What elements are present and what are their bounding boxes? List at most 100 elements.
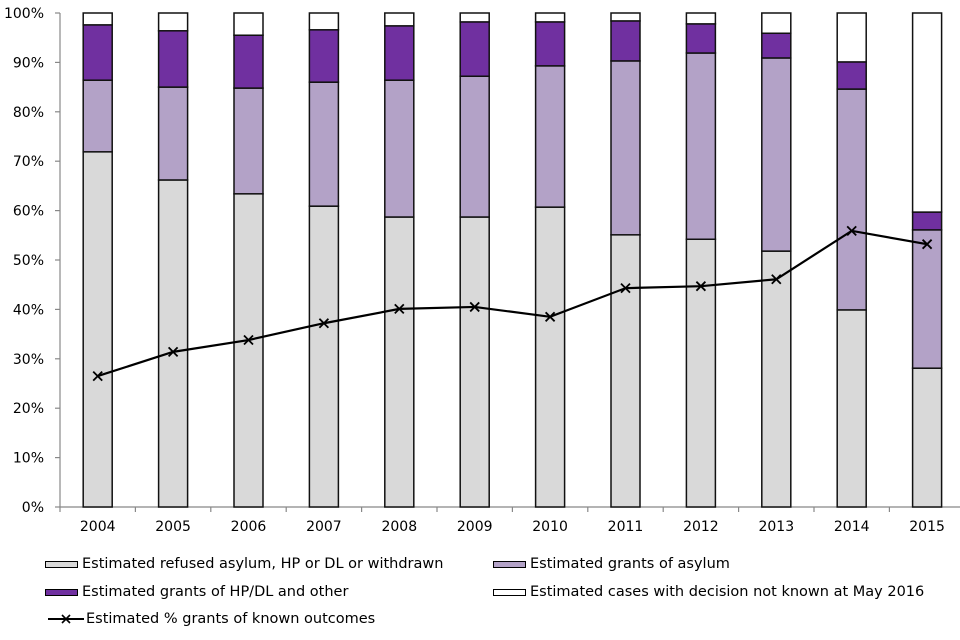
bar-segment-not-known xyxy=(157,12,189,32)
grant-rate-point xyxy=(771,274,782,285)
x-tick-label: 2004 xyxy=(80,519,116,535)
bar-segment-not-known xyxy=(459,12,490,23)
bar-segment-hp-dl-grants xyxy=(761,32,792,59)
y-tick-label: 70% xyxy=(13,154,44,170)
legend-item-refused: Estimated refused asylum, HP or DL or wi… xyxy=(45,556,443,572)
grant-rate-point xyxy=(92,370,103,382)
bar-segment-refused xyxy=(761,250,792,508)
grant-rate-point xyxy=(318,318,330,329)
y-tick-label: 100% xyxy=(4,6,44,22)
x-tick-label: 2012 xyxy=(683,519,719,535)
y-tick-label: 30% xyxy=(13,352,44,368)
legend-swatch-refused xyxy=(45,560,78,568)
bar-segment-asylum-grants xyxy=(761,57,792,252)
bar-segment-asylum-grants xyxy=(157,86,189,181)
bar-segment-hp-dl-grants xyxy=(911,211,943,231)
y-tick-label: 60% xyxy=(13,204,44,220)
y-tick-label: 20% xyxy=(13,401,44,417)
y-tick-label: 50% xyxy=(13,253,44,269)
bar-segment-refused xyxy=(459,216,490,508)
legend-swatch-asylum-grants xyxy=(493,560,526,568)
legend-label-not-known: Estimated cases with decision not known … xyxy=(530,584,925,600)
x-tick-label: 2009 xyxy=(457,519,493,535)
grant-rate-point xyxy=(544,311,556,322)
bar-segment-hp-dl-grants xyxy=(459,21,490,77)
bar-segment-asylum-grants xyxy=(610,60,641,236)
bar-segment-hp-dl-grants xyxy=(384,25,415,81)
bar-segment-not-known xyxy=(308,12,340,31)
bar-segment-not-known xyxy=(685,12,717,25)
legend-item-not-known: Estimated cases with decision not known … xyxy=(493,584,924,600)
bar-segment-refused xyxy=(911,367,943,508)
x-tick-label: 2008 xyxy=(381,519,417,535)
grant-rate-point xyxy=(846,225,857,236)
legend-swatch-hp-dl-grants xyxy=(45,588,78,596)
bar-segment-not-known xyxy=(610,12,641,22)
bar-segment-asylum-grants xyxy=(384,79,415,218)
bar-segment-not-known xyxy=(82,12,113,26)
y-tick-label: 90% xyxy=(13,55,44,71)
x-tick-label: 2014 xyxy=(834,519,870,535)
bar-segment-not-known xyxy=(534,12,566,23)
legend-label-asylum-grants: Estimated grants of asylum xyxy=(530,556,730,572)
bar-segment-hp-dl-grants xyxy=(685,23,717,54)
bar-segment-asylum-grants xyxy=(233,87,264,195)
bar-segment-refused xyxy=(610,234,641,508)
bar-segment-hp-dl-grants xyxy=(157,30,189,88)
x-tick-label: 2011 xyxy=(608,519,644,535)
x-tick-label: 2015 xyxy=(909,519,945,535)
x-tick-label: 2007 xyxy=(306,519,342,535)
legend-swatch-not-known xyxy=(493,588,526,596)
x-tick-label: 2005 xyxy=(155,519,191,535)
x-tick-label: 2010 xyxy=(532,519,568,535)
bar-segment-hp-dl-grants xyxy=(233,34,264,89)
y-tick-label: 0% xyxy=(22,500,44,516)
bar-segment-asylum-grants xyxy=(911,229,943,369)
bar-segment-asylum-grants xyxy=(836,88,867,311)
grant-rate-point xyxy=(620,283,631,294)
bar-segment-not-known xyxy=(761,12,792,35)
bar-segment-not-known xyxy=(384,12,415,27)
grant-rate-point xyxy=(167,346,179,358)
legend-line-marker-icon xyxy=(48,614,84,624)
grant-rate-point xyxy=(243,334,254,346)
bar-segment-hp-dl-grants xyxy=(610,20,641,62)
grant-rate-line xyxy=(97,229,928,378)
grant-rate-point xyxy=(695,281,707,292)
bar-segment-hp-dl-grants xyxy=(308,29,340,83)
y-tick-label: 10% xyxy=(13,451,44,467)
bar-segment-not-known xyxy=(233,12,264,36)
legend-item-hp-dl-grants: Estimated grants of HP/DL and other xyxy=(45,584,348,600)
bar-segment-hp-dl-grants xyxy=(82,24,113,81)
bar-segment-asylum-grants xyxy=(685,52,717,241)
bar-segment-refused xyxy=(157,179,189,508)
legend-item-asylum-grants: Estimated grants of asylum xyxy=(493,556,730,572)
legend-label-grant-rate-line: Estimated % grants of known outcomes xyxy=(86,611,376,627)
y-tick-label: 40% xyxy=(13,302,44,318)
bar-segment-refused xyxy=(836,309,867,508)
bar-segment-asylum-grants xyxy=(459,75,490,218)
y-tick-label: 80% xyxy=(13,105,44,121)
bar-segment-asylum-grants xyxy=(308,81,340,207)
legend-label-refused: Estimated refused asylum, HP or DL or wi… xyxy=(82,556,444,572)
x-tick-label: 2006 xyxy=(231,519,267,535)
legend-item-grant-rate-line: Estimated % grants of known outcomes xyxy=(48,611,375,627)
bar-segment-hp-dl-grants xyxy=(836,61,867,90)
grant-rate-point xyxy=(469,301,480,313)
bar-segment-not-known xyxy=(836,12,867,63)
bar-segment-refused xyxy=(685,238,717,508)
bar-segment-refused xyxy=(534,206,566,508)
grant-rate-point xyxy=(394,303,405,315)
bar-segment-hp-dl-grants xyxy=(534,21,566,67)
stacked-bar-chart: 0% 10% 20% 30% 40% 50% 60% 70% 80% 90% 100% 2004 200… xyxy=(4,6,960,535)
bar-segment-asylum-grants xyxy=(534,65,566,208)
bar-segment-not-known xyxy=(911,12,943,213)
x-tick-label: 2013 xyxy=(758,519,794,535)
bar-segment-refused xyxy=(233,193,264,508)
bar-segment-refused xyxy=(308,205,340,508)
legend-label-hp-dl-grants: Estimated grants of HP/DL and other xyxy=(82,584,349,600)
bar-segment-refused xyxy=(82,151,113,508)
bar-segment-asylum-grants xyxy=(82,79,113,153)
grant-rate-point xyxy=(921,239,933,250)
bar-segment-refused xyxy=(384,216,415,508)
